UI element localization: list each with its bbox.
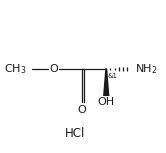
Text: NH$_2$: NH$_2$: [135, 62, 158, 76]
Text: O: O: [50, 64, 58, 74]
Text: O: O: [77, 105, 86, 115]
Text: CH$_3$: CH$_3$: [4, 62, 26, 76]
Polygon shape: [103, 69, 109, 104]
Text: HCl: HCl: [65, 127, 86, 140]
Text: &1: &1: [108, 73, 118, 80]
Text: OH: OH: [98, 97, 115, 106]
